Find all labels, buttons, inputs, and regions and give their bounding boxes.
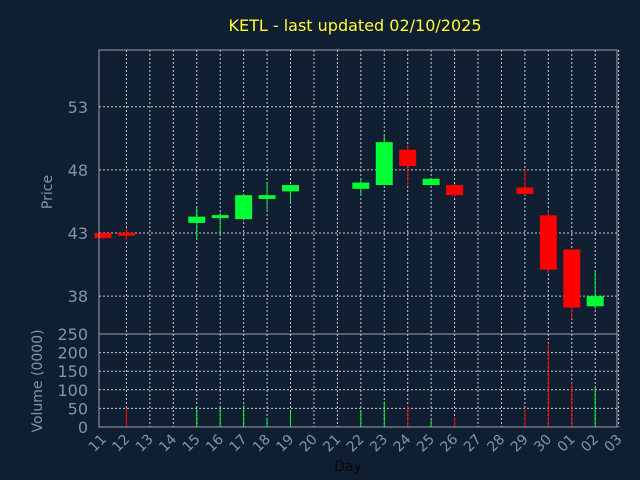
candle-body: [399, 149, 417, 167]
candle-body: [375, 142, 393, 186]
candle-body: [516, 187, 534, 194]
price-tick-label: 38: [68, 287, 88, 306]
price-grid: [99, 50, 620, 334]
day-tick-label: 27: [461, 432, 485, 456]
day-tick-label: 18: [250, 432, 274, 456]
x-axis-label: Day: [334, 459, 362, 475]
day-tick-label: 20: [297, 432, 321, 456]
day-tick-label: 17: [227, 432, 251, 456]
candle-body: [422, 178, 440, 186]
candle-body: [282, 185, 300, 192]
volume-tick-label: 50: [68, 399, 88, 418]
price-plot-frame: [98, 49, 618, 335]
candle-body: [563, 249, 581, 308]
day-tick-label: 01: [555, 432, 579, 456]
day-tick-label: 24: [391, 431, 415, 455]
volume-tick-label: 0: [78, 418, 88, 437]
candle-body: [539, 215, 557, 270]
candle-body: [352, 182, 370, 189]
day-x-ticks: 11 12 13 14 15 16 17 18 19 20 21 22 23 24 25 26 27 28 29 30…: [86, 431, 626, 455]
day-tick-label: 14: [156, 431, 180, 455]
volume-tick-label: 200: [57, 344, 88, 363]
day-tick-label: 21: [320, 432, 344, 456]
day-tick-label: 30: [531, 432, 555, 456]
price-y-ticks: 38 43 48 53: [68, 98, 88, 306]
candle-body: [235, 195, 253, 220]
day-tick-label: 15: [180, 432, 204, 456]
candles: [94, 134, 604, 319]
candle-body: [586, 296, 604, 307]
day-tick-label: 23: [367, 432, 391, 456]
day-tick-label: 12: [109, 432, 133, 456]
day-tick-label: 16: [203, 431, 227, 455]
day-tick-label: 25: [414, 432, 438, 456]
volume-plot-frame: [98, 333, 618, 428]
volume-grid: [99, 334, 620, 427]
price-tick-label: 48: [68, 161, 88, 180]
volume-tick-label: 250: [57, 325, 88, 344]
volume-tick-label: 100: [57, 381, 88, 400]
day-tick-label: 13: [133, 432, 157, 456]
candle-body: [446, 185, 464, 196]
day-tick-label: 19: [273, 432, 297, 456]
candle-body: [258, 195, 276, 199]
candle-body: [94, 233, 112, 239]
day-tick-label: 02: [578, 432, 602, 456]
price-tick-label: 53: [68, 98, 88, 117]
day-tick-label: 29: [508, 432, 532, 456]
candle-body: [117, 232, 135, 236]
day-tick-label: 28: [484, 432, 508, 456]
price-axis-label: Price: [40, 175, 56, 209]
volume-bars: [125, 343, 596, 427]
candle-body: [188, 216, 206, 223]
day-tick-label: 03: [602, 432, 626, 456]
price-tick-label: 43: [68, 224, 88, 243]
day-tick-label: 11: [86, 432, 110, 456]
day-tick-label: 26: [437, 431, 461, 455]
chart-title: KETL - last updated 02/10/2025: [228, 16, 481, 35]
volume-axis-label: Volume (0000): [30, 329, 46, 432]
candle-body: [211, 215, 229, 219]
volume-tick-label: 150: [57, 362, 88, 381]
day-tick-label: 22: [344, 432, 368, 456]
